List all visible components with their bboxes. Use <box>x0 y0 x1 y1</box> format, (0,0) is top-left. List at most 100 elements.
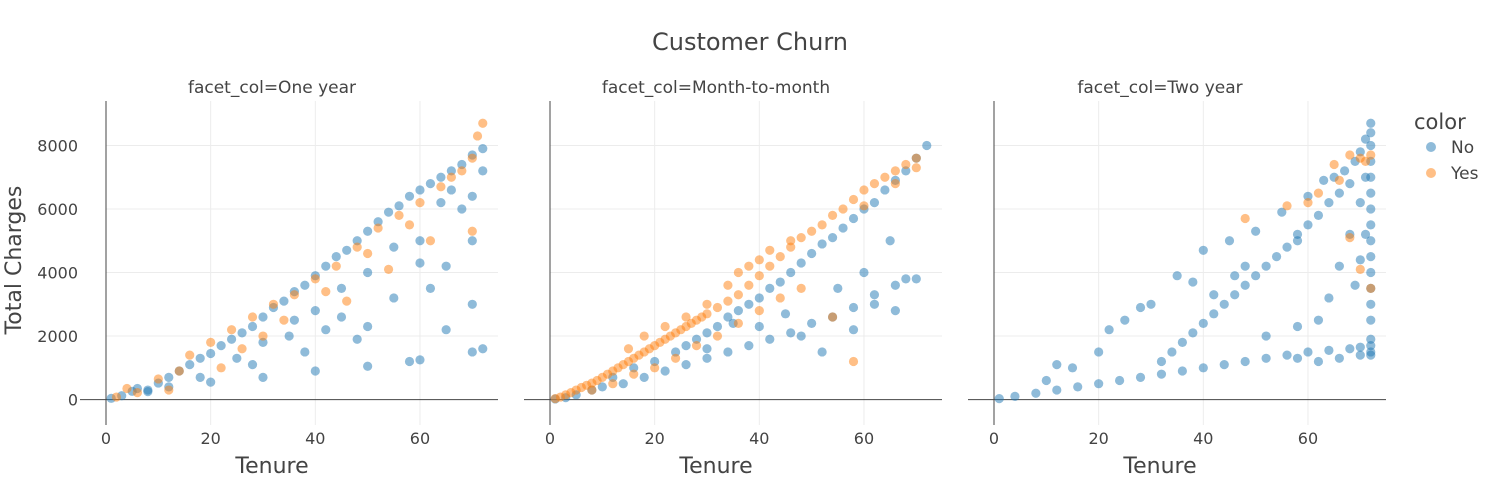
data-point <box>363 361 373 371</box>
x-tick-label: 0 <box>101 429 111 448</box>
x-tick-label: 20 <box>644 429 664 448</box>
series-yes <box>550 153 921 404</box>
data-point <box>352 236 362 246</box>
data-point <box>681 312 691 322</box>
data-point <box>143 387 153 397</box>
data-point <box>1292 321 1303 332</box>
data-point <box>1041 375 1051 386</box>
data-point <box>1209 309 1219 319</box>
data-point <box>994 394 1004 404</box>
data-point <box>1355 255 1365 265</box>
data-point <box>457 166 467 176</box>
data-point <box>807 226 817 236</box>
data-point <box>1240 261 1250 271</box>
data-point <box>1324 198 1334 208</box>
data-point <box>258 331 268 341</box>
data-point <box>1366 220 1376 230</box>
data-point <box>1224 236 1235 246</box>
data-point <box>1188 277 1198 287</box>
data-point <box>237 344 247 354</box>
data-point <box>478 118 488 128</box>
x-axis-title: Tenure <box>678 454 752 479</box>
data-point <box>1067 363 1078 373</box>
data-point <box>1188 328 1198 338</box>
legend-label: Yes <box>1450 164 1479 184</box>
data-point <box>723 280 733 290</box>
data-point <box>446 185 456 195</box>
data-point <box>132 388 142 398</box>
data-point <box>670 353 681 363</box>
data-point <box>1366 188 1376 198</box>
data-point <box>122 383 132 394</box>
data-point <box>383 264 394 274</box>
facet-title: facet_col=One year <box>188 78 356 98</box>
data-point <box>1303 347 1313 357</box>
data-point <box>1230 290 1240 300</box>
data-point <box>629 363 639 373</box>
legend-item-yes[interactable]: Yes <box>1426 164 1479 184</box>
data-point <box>733 306 743 316</box>
data-point <box>885 236 895 246</box>
data-point <box>1198 245 1208 255</box>
data-point <box>1282 350 1292 360</box>
data-point <box>425 178 436 189</box>
data-point <box>1167 347 1177 357</box>
data-point <box>786 242 796 252</box>
data-point <box>1319 175 1329 186</box>
data-point <box>1219 299 1229 309</box>
data-point <box>1334 188 1344 198</box>
data-point <box>1366 118 1376 128</box>
data-point <box>1135 302 1146 313</box>
data-point <box>363 267 373 278</box>
data-point <box>838 204 848 214</box>
data-point <box>869 290 880 300</box>
data-point <box>754 255 764 265</box>
data-point <box>164 385 174 395</box>
data-point <box>1292 353 1303 363</box>
data-point <box>733 267 743 278</box>
data-point <box>1114 375 1125 386</box>
data-point <box>1355 198 1365 208</box>
data-point <box>1366 252 1376 262</box>
data-point <box>838 223 848 233</box>
data-point <box>1303 220 1313 230</box>
data-point <box>1261 331 1271 341</box>
data-point <box>597 382 607 392</box>
legend-marker <box>1426 168 1436 178</box>
data-point <box>404 220 415 230</box>
data-point <box>1277 207 1287 217</box>
data-point <box>232 353 242 363</box>
data-point <box>331 261 341 271</box>
data-point <box>744 340 754 351</box>
data-point <box>848 302 859 313</box>
data-point <box>467 299 477 309</box>
data-point <box>1366 128 1376 138</box>
data-point <box>415 258 425 268</box>
legend-item-no[interactable]: No <box>1426 138 1474 158</box>
data-point <box>457 159 467 170</box>
data-point <box>1271 252 1282 262</box>
data-point <box>1104 325 1114 335</box>
data-point <box>1031 388 1041 398</box>
data-point <box>1052 360 1062 370</box>
data-point <box>247 360 258 370</box>
data-point <box>723 296 733 306</box>
data-point <box>1360 134 1371 144</box>
data-point <box>1240 280 1250 290</box>
data-point <box>848 194 859 205</box>
data-point <box>373 223 383 233</box>
legend-label: No <box>1451 138 1474 158</box>
data-point <box>765 245 775 255</box>
data-point <box>1135 372 1146 382</box>
data-point <box>723 312 733 322</box>
data-point <box>1324 345 1334 355</box>
data-point <box>744 299 754 309</box>
data-point <box>754 321 764 332</box>
data-point <box>702 309 712 319</box>
data-point <box>1303 191 1313 201</box>
legend-marker <box>1426 142 1436 152</box>
data-point <box>289 315 299 325</box>
data-point <box>404 356 415 367</box>
data-point <box>1156 356 1167 367</box>
legend-items: No Yes <box>1426 138 1479 184</box>
